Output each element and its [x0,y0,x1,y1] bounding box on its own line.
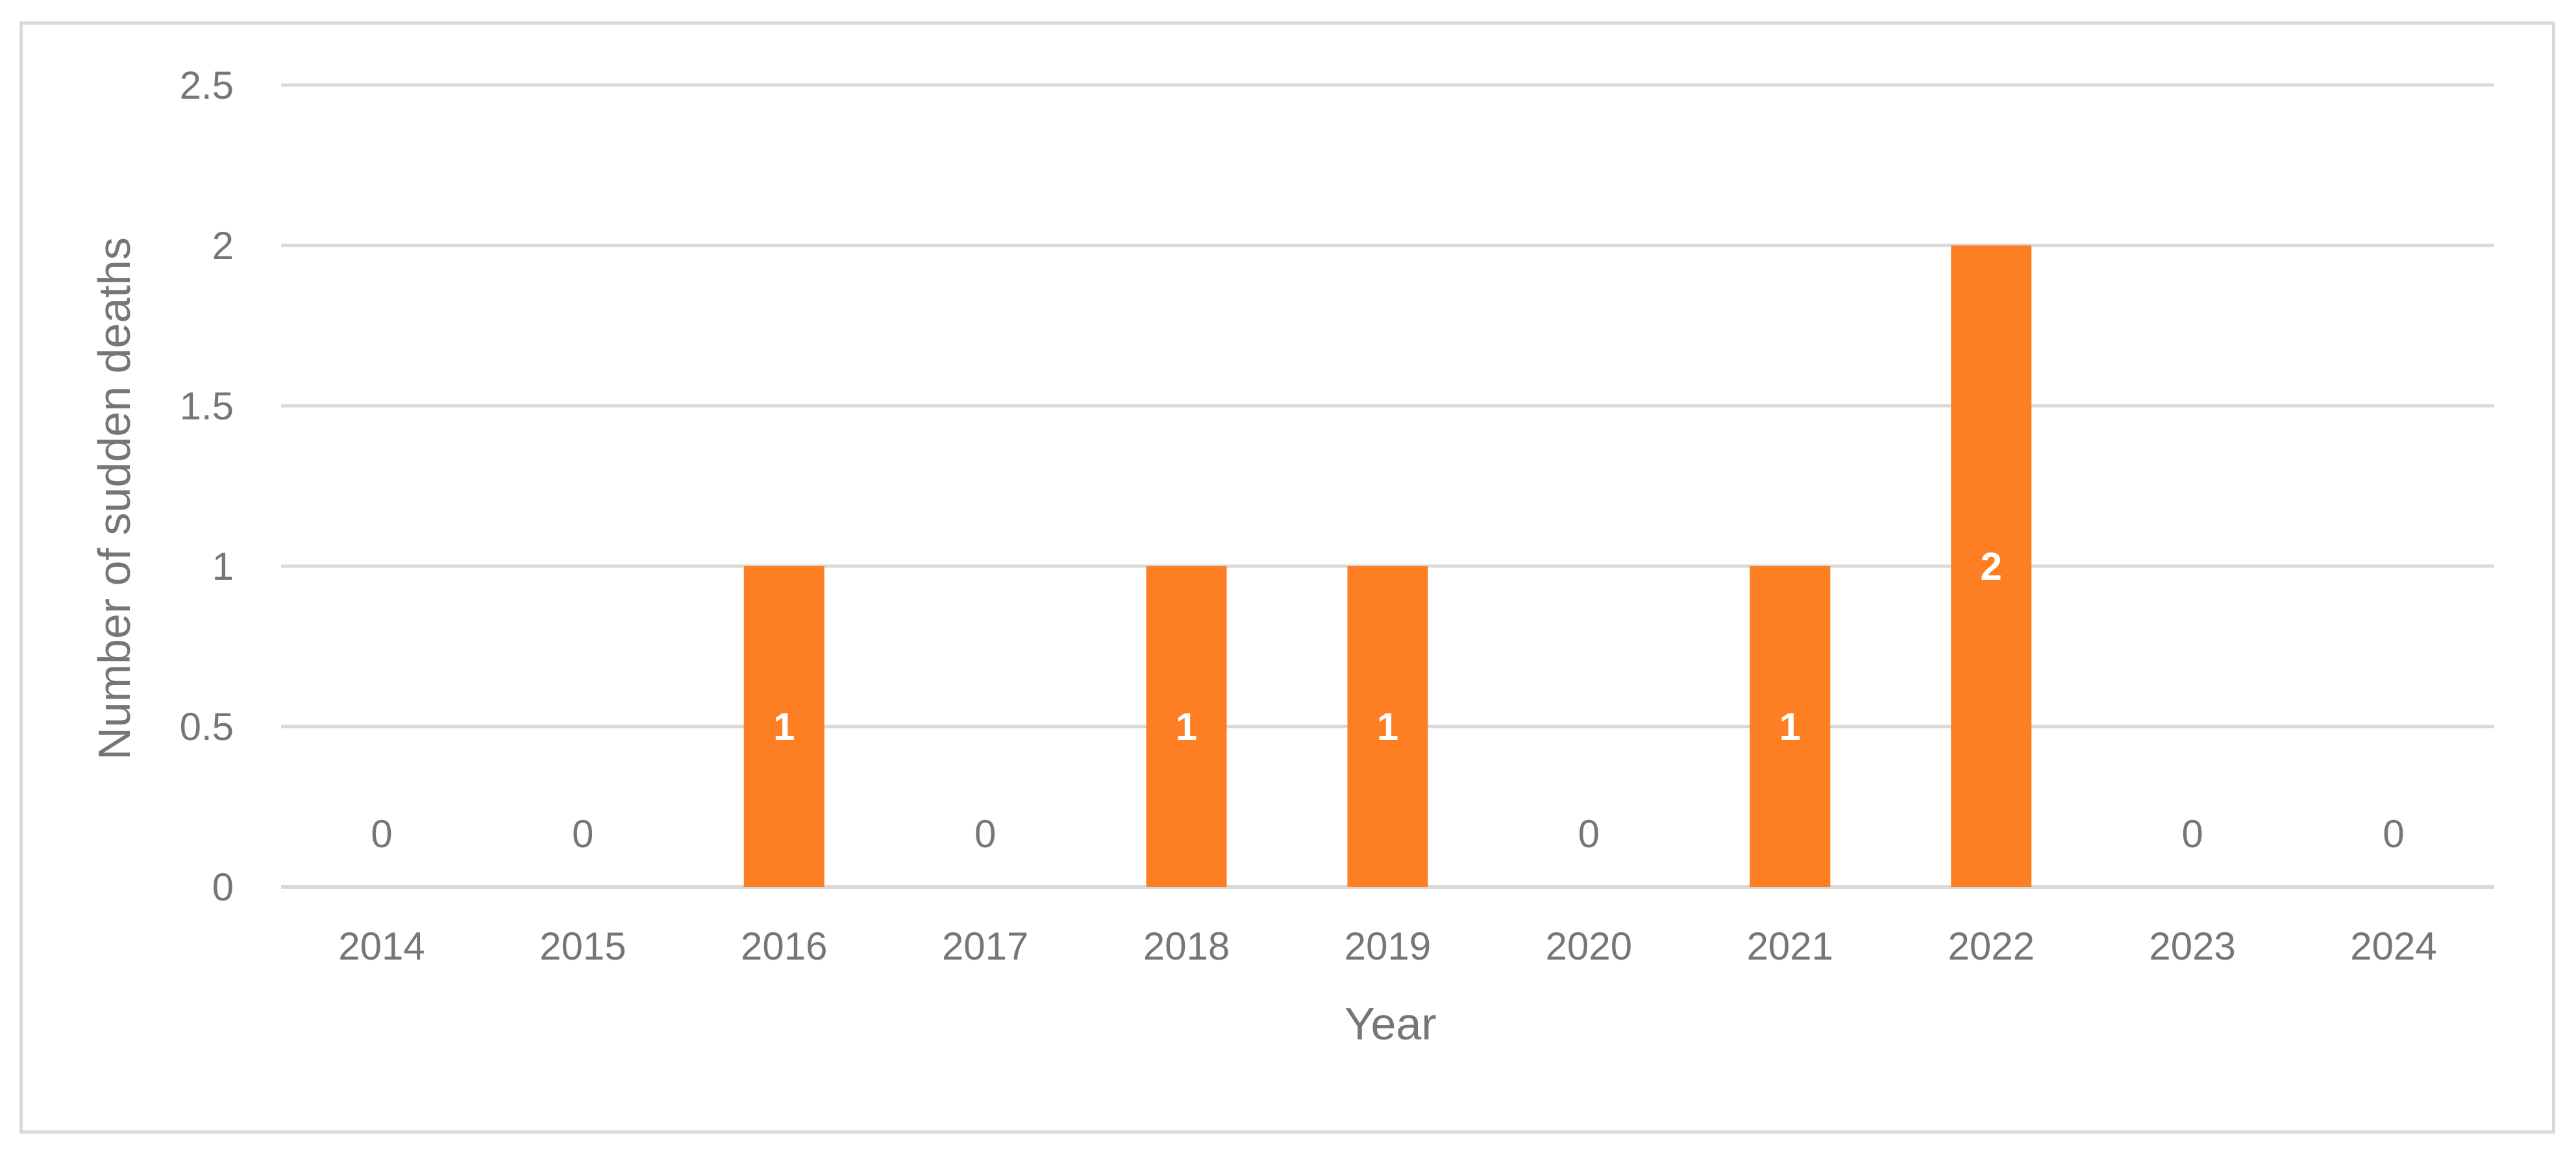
x-tick-label: 2018 [1143,925,1230,968]
x-tick-label: 2024 [2350,925,2436,968]
y-tick-label: 0 [212,865,234,909]
bar-2019 [1347,566,1428,887]
bar-2016 [743,566,824,887]
x-axis-title: Year [1344,999,1436,1049]
data-labels: 0 0 1 0 1 1 0 1 2 0 0 [371,545,2404,856]
bar-2018 [1146,566,1227,887]
data-label-2022: 2 [1981,545,2002,588]
data-label-2014: 0 [371,812,392,856]
y-tick-label: 2.5 [180,64,234,107]
data-label-2021: 1 [1779,705,1801,749]
data-label-2019: 1 [1377,705,1398,749]
x-tick-label: 2019 [1344,925,1431,968]
x-tick-label: 2015 [539,925,626,968]
data-label-2024: 0 [2383,812,2404,856]
data-label-2015: 0 [572,812,593,856]
data-label-2020: 0 [1578,812,1600,856]
x-tick-label: 2023 [2149,925,2235,968]
data-label-2018: 1 [1176,705,1197,749]
y-tick-label: 1 [212,545,234,588]
y-axis-ticks: 0 0.5 1 1.5 2 2.5 [180,64,234,909]
bar-2021 [1750,566,1831,887]
bar-2022 [1951,245,2032,887]
bars [743,245,2032,887]
x-axis-ticks: 2014 2015 2016 2017 2018 2019 2020 2021 2022 2023… [338,925,2437,968]
x-tick-label: 2016 [741,925,827,968]
x-tick-label: 2014 [338,925,425,968]
y-tick-label: 1.5 [180,384,234,428]
data-label-2017: 0 [974,812,996,856]
x-tick-label: 2020 [1546,925,1632,968]
x-tick-label: 2022 [1948,925,2034,968]
y-tick-label: 2 [212,224,234,267]
data-label-2016: 1 [773,705,795,749]
x-tick-label: 2021 [1747,925,1833,968]
x-tick-label: 2017 [942,925,1028,968]
data-label-2023: 0 [2181,812,2203,856]
y-tick-label: 0.5 [180,705,234,749]
y-axis-title: Number of sudden deaths [89,237,140,760]
